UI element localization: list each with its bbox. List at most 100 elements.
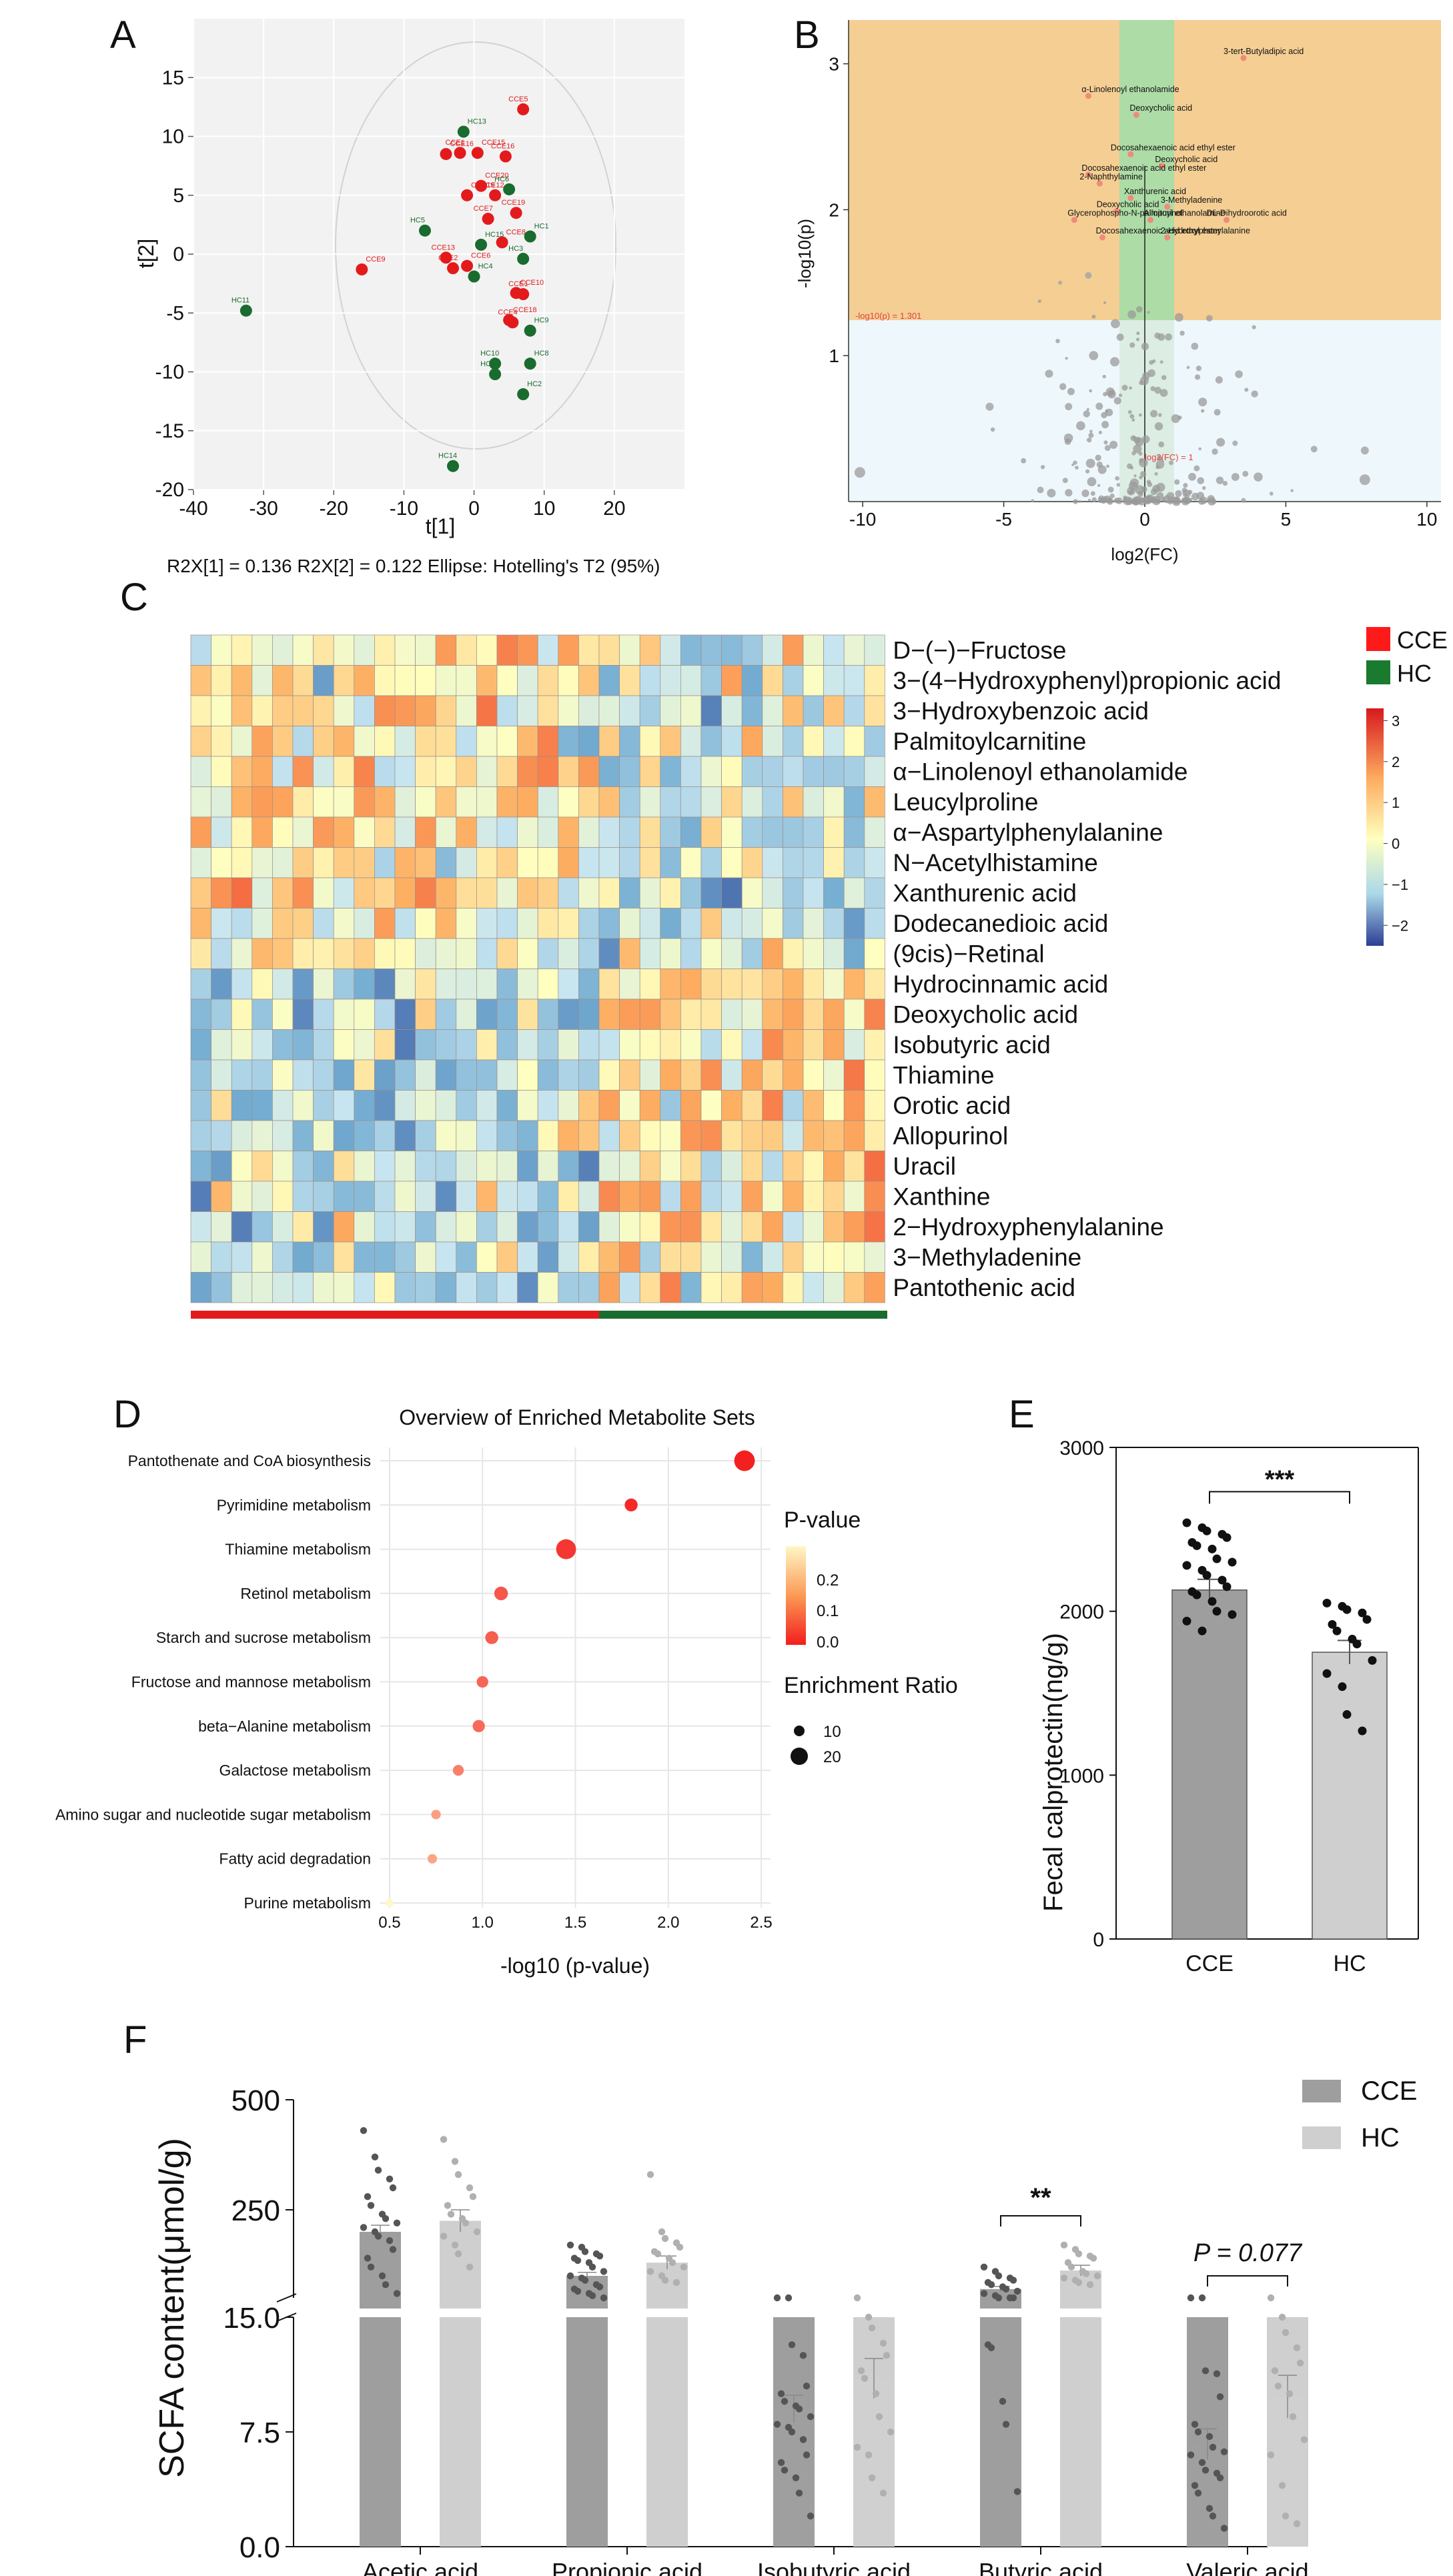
- heatmap-cell: [578, 938, 600, 969]
- heatmap-cell: [783, 908, 804, 939]
- heatmap-cell: [190, 665, 211, 696]
- heatmap-cell: [517, 1059, 538, 1091]
- scfa-point: [1205, 2505, 1214, 2512]
- pca-point-label: HC14: [438, 452, 457, 460]
- heatmap-cell: [843, 1272, 865, 1303]
- volcano-point: [1095, 454, 1101, 461]
- volcano-point: [1147, 311, 1150, 314]
- heatmap-cell: [680, 1151, 702, 1182]
- volcano-annotation-label: Docosahexaenoic acid ethyl ester: [1081, 163, 1206, 173]
- volcano-point: [1103, 392, 1107, 397]
- volcano-point: [1191, 342, 1199, 350]
- heatmap-cell: [435, 1211, 457, 1243]
- heatmap-row-label: Thiamine: [893, 1061, 994, 1089]
- volcano-point: [1097, 465, 1107, 474]
- heatmap-cell: [354, 908, 375, 939]
- heatmap-cell: [537, 726, 559, 757]
- heatmap-color-scale: [1366, 708, 1384, 946]
- scfa-legend-swatch-hc: [1302, 2126, 1341, 2149]
- calprotectin-point: [1202, 1571, 1212, 1580]
- heatmap-cell: [456, 1181, 477, 1212]
- heatmap-cell: [619, 1272, 640, 1303]
- heatmap-cell: [660, 938, 681, 969]
- scfa-bars: ** P = 0.077: [360, 2127, 1308, 2547]
- heatmap-cell: [700, 1211, 722, 1243]
- heatmap-cell: [558, 665, 579, 696]
- heatmap-cell: [415, 1241, 436, 1273]
- calprotectin-point: [1212, 1607, 1222, 1616]
- scfa-point: [868, 2474, 876, 2481]
- pca-point: [489, 358, 502, 370]
- heatmap-cell: [394, 1151, 416, 1182]
- heatmap-cell: [231, 1120, 253, 1151]
- scfa-point: [865, 2313, 873, 2321]
- scfa-point: [364, 2255, 372, 2262]
- scfa-lower-tick-label: 0.0: [239, 2531, 280, 2564]
- pca-point: [489, 368, 502, 381]
- heatmap-cell: [783, 1151, 804, 1182]
- heatmap-cell: [660, 695, 681, 726]
- volcano-point: [1091, 314, 1096, 319]
- volcano-point: [1183, 497, 1190, 504]
- heatmap-row-label: α−Aspartylphenylalanine: [893, 818, 1163, 846]
- heatmap-cell: [680, 1181, 702, 1212]
- scfa-point: [1278, 2313, 1286, 2321]
- heatmap-cell: [598, 999, 620, 1030]
- pca-y-axis-title: t[2]: [134, 239, 158, 268]
- heatmap-cell: [598, 1181, 620, 1212]
- legend-swatch-cce: [1366, 627, 1390, 651]
- heatmap-cell: [333, 726, 355, 757]
- heatmap-cell: [558, 756, 579, 787]
- volcano-point: [1231, 473, 1240, 482]
- heatmap-cell: [292, 999, 314, 1030]
- enrichment-point: [556, 1539, 576, 1559]
- heatmap-cell: [231, 1059, 253, 1091]
- scfa-point: [807, 2512, 815, 2520]
- heatmap-cell: [639, 877, 661, 908]
- heatmap-cell: [394, 1272, 416, 1303]
- heatmap-cell: [374, 756, 396, 787]
- heatmap-cell: [680, 695, 702, 726]
- heatmap-cell: [823, 1059, 845, 1091]
- scfa-point: [861, 2375, 869, 2382]
- volcano-annotation-label: 3-Methyladenine: [1161, 195, 1222, 205]
- enrichment-point: [385, 1898, 394, 1908]
- scfa-point: [799, 2352, 807, 2359]
- heatmap-cell: [558, 726, 579, 757]
- enrichment-x-tick-label: 0.5: [378, 1914, 400, 1932]
- scfa-point: [1296, 2359, 1304, 2367]
- pvalue-color-scale: [786, 1546, 806, 1645]
- pca-point: [482, 213, 494, 225]
- heatmap-cell: [823, 847, 845, 878]
- volcano-point: [1195, 366, 1201, 372]
- heatmap-cell: [537, 1272, 559, 1303]
- heatmap-cell: [700, 1151, 722, 1182]
- heatmap-cell: [619, 908, 640, 939]
- heatmap-cell: [558, 816, 579, 848]
- scfa-point: [872, 2390, 880, 2397]
- scfa-point: [1191, 2482, 1199, 2489]
- heatmap-cell: [252, 665, 273, 696]
- heatmap-cell: [762, 1029, 783, 1061]
- scfa-point: [807, 2413, 815, 2421]
- heatmap-cell: [456, 1211, 477, 1243]
- volcano-point: [1098, 495, 1105, 502]
- heatmap-cell: [578, 665, 600, 696]
- volcano-point: [1214, 409, 1221, 416]
- scfa-point: [1013, 2287, 1021, 2295]
- heatmap-cell: [823, 1029, 845, 1061]
- heatmap-cell: [354, 1059, 375, 1091]
- heatmap-cell: [211, 1151, 232, 1182]
- scfa-point: [868, 2324, 876, 2332]
- volcano-point: [1089, 430, 1093, 434]
- heatmap-cell: [190, 786, 211, 818]
- scfa-point: [1198, 2459, 1206, 2467]
- heatmap-cell: [660, 969, 681, 1000]
- pca-x-tick-label: -30: [249, 498, 278, 520]
- heatmap-row-label: Orotic acid: [893, 1092, 1011, 1119]
- heatmap-cell: [374, 816, 396, 848]
- heatmap-cell: [354, 1120, 375, 1151]
- heatmap-cell: [354, 1181, 375, 1212]
- pca-point-label: HC5: [410, 217, 425, 225]
- heatmap-cell: [272, 908, 294, 939]
